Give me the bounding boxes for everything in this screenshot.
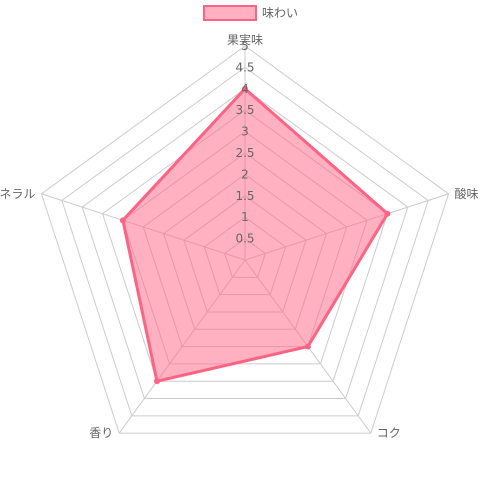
series-point bbox=[153, 378, 160, 385]
axis-label: ミネラル bbox=[0, 187, 35, 201]
axis-label: コク bbox=[377, 426, 401, 440]
series-point bbox=[242, 85, 248, 92]
series-layer bbox=[119, 85, 391, 385]
tick-label: 2 bbox=[241, 167, 249, 181]
tick-label: 4.5 bbox=[235, 60, 254, 74]
tick-label: 3 bbox=[241, 125, 249, 139]
legend[interactable]: 味わい bbox=[203, 5, 298, 21]
radial-tick-labels: 0.5 1 1.5 2 2.5 3 3.5 4 4.5 5 bbox=[235, 39, 254, 246]
axis-label: 酸味 bbox=[455, 186, 479, 201]
legend-label: 味わい bbox=[262, 6, 298, 20]
axis-label: 香り bbox=[89, 426, 113, 440]
axis-label: 果実味 bbox=[227, 32, 263, 47]
series-point bbox=[304, 343, 311, 350]
grid-ring bbox=[81, 88, 409, 400]
grid-ring bbox=[61, 66, 429, 417]
tick-label: 4 bbox=[241, 82, 249, 96]
tick-label: 2.5 bbox=[235, 146, 254, 160]
tick-label: 1.5 bbox=[235, 189, 254, 203]
series-point bbox=[119, 217, 126, 224]
series-area bbox=[121, 87, 389, 383]
grid-ring bbox=[40, 45, 450, 434]
tick-label: 1 bbox=[241, 210, 249, 224]
series-point bbox=[384, 210, 391, 217]
tick-label: 5 bbox=[241, 39, 249, 53]
tick-label: 0.5 bbox=[235, 232, 254, 246]
tick-label: 3.5 bbox=[235, 103, 254, 117]
legend-swatch bbox=[203, 5, 257, 21]
